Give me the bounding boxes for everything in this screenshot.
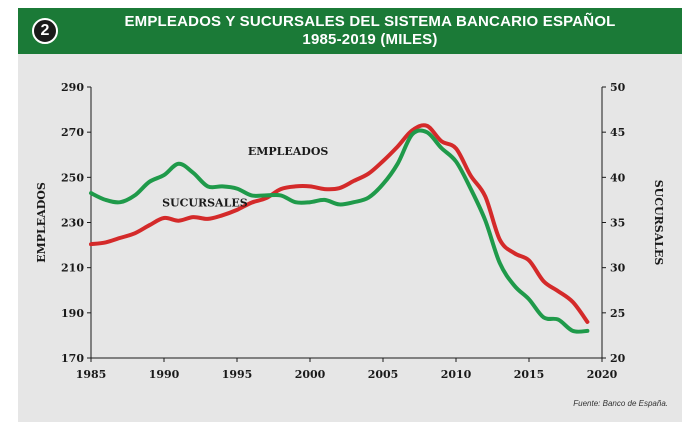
left-axis-tick-label: 250 <box>61 171 84 184</box>
x-axis-tick-label: 1995 <box>222 368 253 381</box>
right-axis-tick-label: 35 <box>610 217 625 230</box>
x-axis-tick-label: 2010 <box>441 368 472 381</box>
right-axis-tick-label: 25 <box>610 307 625 320</box>
x-axis-tick-label: 2015 <box>514 368 545 381</box>
right-axis-tick-label: 50 <box>610 81 626 94</box>
x-axis-tick-label: 2005 <box>368 368 399 381</box>
chart-number-badge: 2 <box>32 18 58 44</box>
x-axis-tick-label: 2020 <box>587 368 618 381</box>
series-line-empleados <box>89 128 590 334</box>
left-axis-title: EMPLEADOS <box>35 182 48 263</box>
left-axis-tick-label: 230 <box>61 217 84 230</box>
chart-header: 2 EMPLEADOS Y SUCURSALES DEL SISTEMA BAN… <box>18 8 682 54</box>
right-axis-tick-label: 45 <box>610 126 625 139</box>
series-line-sucursales <box>89 123 590 324</box>
left-axis-tick-label: 210 <box>61 262 84 275</box>
left-axis-tick-label: 190 <box>61 307 84 320</box>
right-axis-tick-label: 30 <box>610 262 626 275</box>
series-annotation-empleados: EMPLEADOS <box>248 145 329 158</box>
left-axis-tick-label: 270 <box>61 126 84 139</box>
x-axis-tick-label: 1990 <box>149 368 180 381</box>
chart-panel <box>18 54 682 422</box>
x-axis-tick-label: 1985 <box>76 368 107 381</box>
chart-title: EMPLEADOS Y SUCURSALES DEL SISTEMA BANCA… <box>68 13 672 49</box>
left-axis-tick-label: 290 <box>61 81 84 94</box>
chart-title-line2: 1985-2019 (MILES) <box>302 31 438 48</box>
right-axis-tick-label: 40 <box>610 171 626 184</box>
chart-title-line1: EMPLEADOS Y SUCURSALES DEL SISTEMA BANCA… <box>124 13 616 30</box>
source-note: Fuente: Banco de España. <box>573 399 668 408</box>
series-annotation-sucursales: SUCURSALES <box>162 197 248 210</box>
right-axis-title: SUCURSALES <box>652 180 665 266</box>
right-axis-tick-label: 20 <box>610 352 626 365</box>
x-axis-tick-label: 2000 <box>295 368 326 381</box>
left-axis-tick-label: 170 <box>61 352 84 365</box>
